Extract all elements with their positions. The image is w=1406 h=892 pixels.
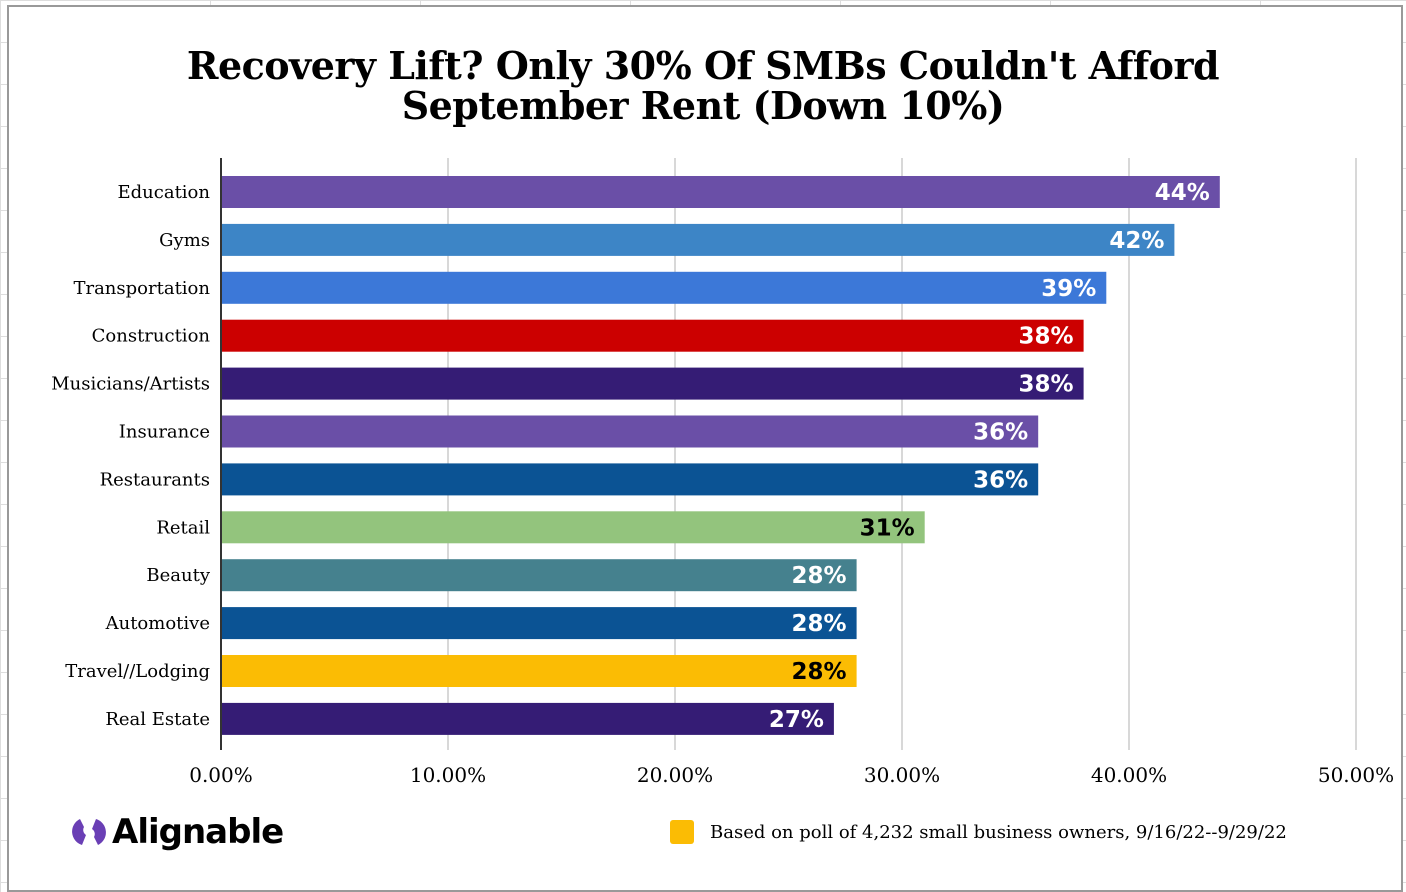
category-label: Beauty — [146, 565, 210, 586]
category-label: Construction — [92, 326, 211, 347]
category-label: Automotive — [105, 613, 210, 634]
data-label: 28% — [792, 563, 847, 589]
bar — [221, 415, 1039, 448]
title-line-2: September Rent (Down 10%) — [401, 83, 1005, 128]
data-label: 39% — [1041, 276, 1096, 302]
data-label: 31% — [860, 515, 915, 541]
category-label: Real Estate — [105, 709, 210, 730]
category-label: Education — [118, 182, 211, 203]
data-label: 28% — [792, 659, 847, 685]
category-label: Restaurants — [100, 469, 210, 490]
bar — [221, 319, 1084, 352]
bar — [221, 367, 1084, 400]
x-tick-label: 0.00% — [189, 763, 253, 787]
category-label: Travel//Lodging — [65, 661, 210, 682]
bar — [221, 463, 1039, 496]
chart-title: Recovery Lift? Only 30% Of SMBs Couldn't… — [0, 46, 1406, 126]
bar — [221, 655, 857, 687]
bar — [221, 559, 857, 592]
data-label: 27% — [769, 707, 824, 733]
x-tick-label: 20.00% — [637, 763, 713, 787]
bar — [221, 702, 834, 735]
category-label: Gyms — [159, 230, 210, 251]
data-label: 42% — [1109, 228, 1164, 254]
bar — [221, 176, 1220, 208]
x-tick-label: 40.00% — [1091, 763, 1167, 787]
data-label: 36% — [973, 420, 1028, 446]
category-label: Musicians/Artists — [51, 374, 210, 395]
category-label: Retail — [156, 517, 210, 538]
bar — [221, 223, 1175, 256]
logo-text: Alignable — [112, 812, 284, 852]
alignable-logo-icon — [72, 819, 106, 845]
bar — [221, 511, 925, 544]
x-tick-label: 50.00% — [1318, 763, 1394, 787]
data-label: 28% — [792, 611, 847, 637]
category-label: Insurance — [119, 422, 210, 443]
data-label: 38% — [1019, 372, 1074, 398]
alignable-logo: Alignable — [72, 812, 284, 852]
data-label: 36% — [973, 467, 1028, 493]
legend-swatch — [670, 820, 694, 844]
data-label: 44% — [1155, 180, 1210, 206]
category-label: Transportation — [73, 278, 210, 299]
footnote: Based on poll of 4,232 small business ow… — [670, 820, 1287, 844]
title-line-1: Recovery Lift? Only 30% Of SMBs Couldn't… — [186, 43, 1220, 88]
bar — [221, 607, 857, 640]
x-tick-label: 10.00% — [410, 763, 486, 787]
bar — [221, 271, 1107, 304]
data-label: 38% — [1019, 324, 1074, 350]
chart-frame — [7, 5, 1403, 892]
footnote-text: Based on poll of 4,232 small business ow… — [710, 821, 1287, 843]
x-tick-label: 30.00% — [864, 763, 940, 787]
